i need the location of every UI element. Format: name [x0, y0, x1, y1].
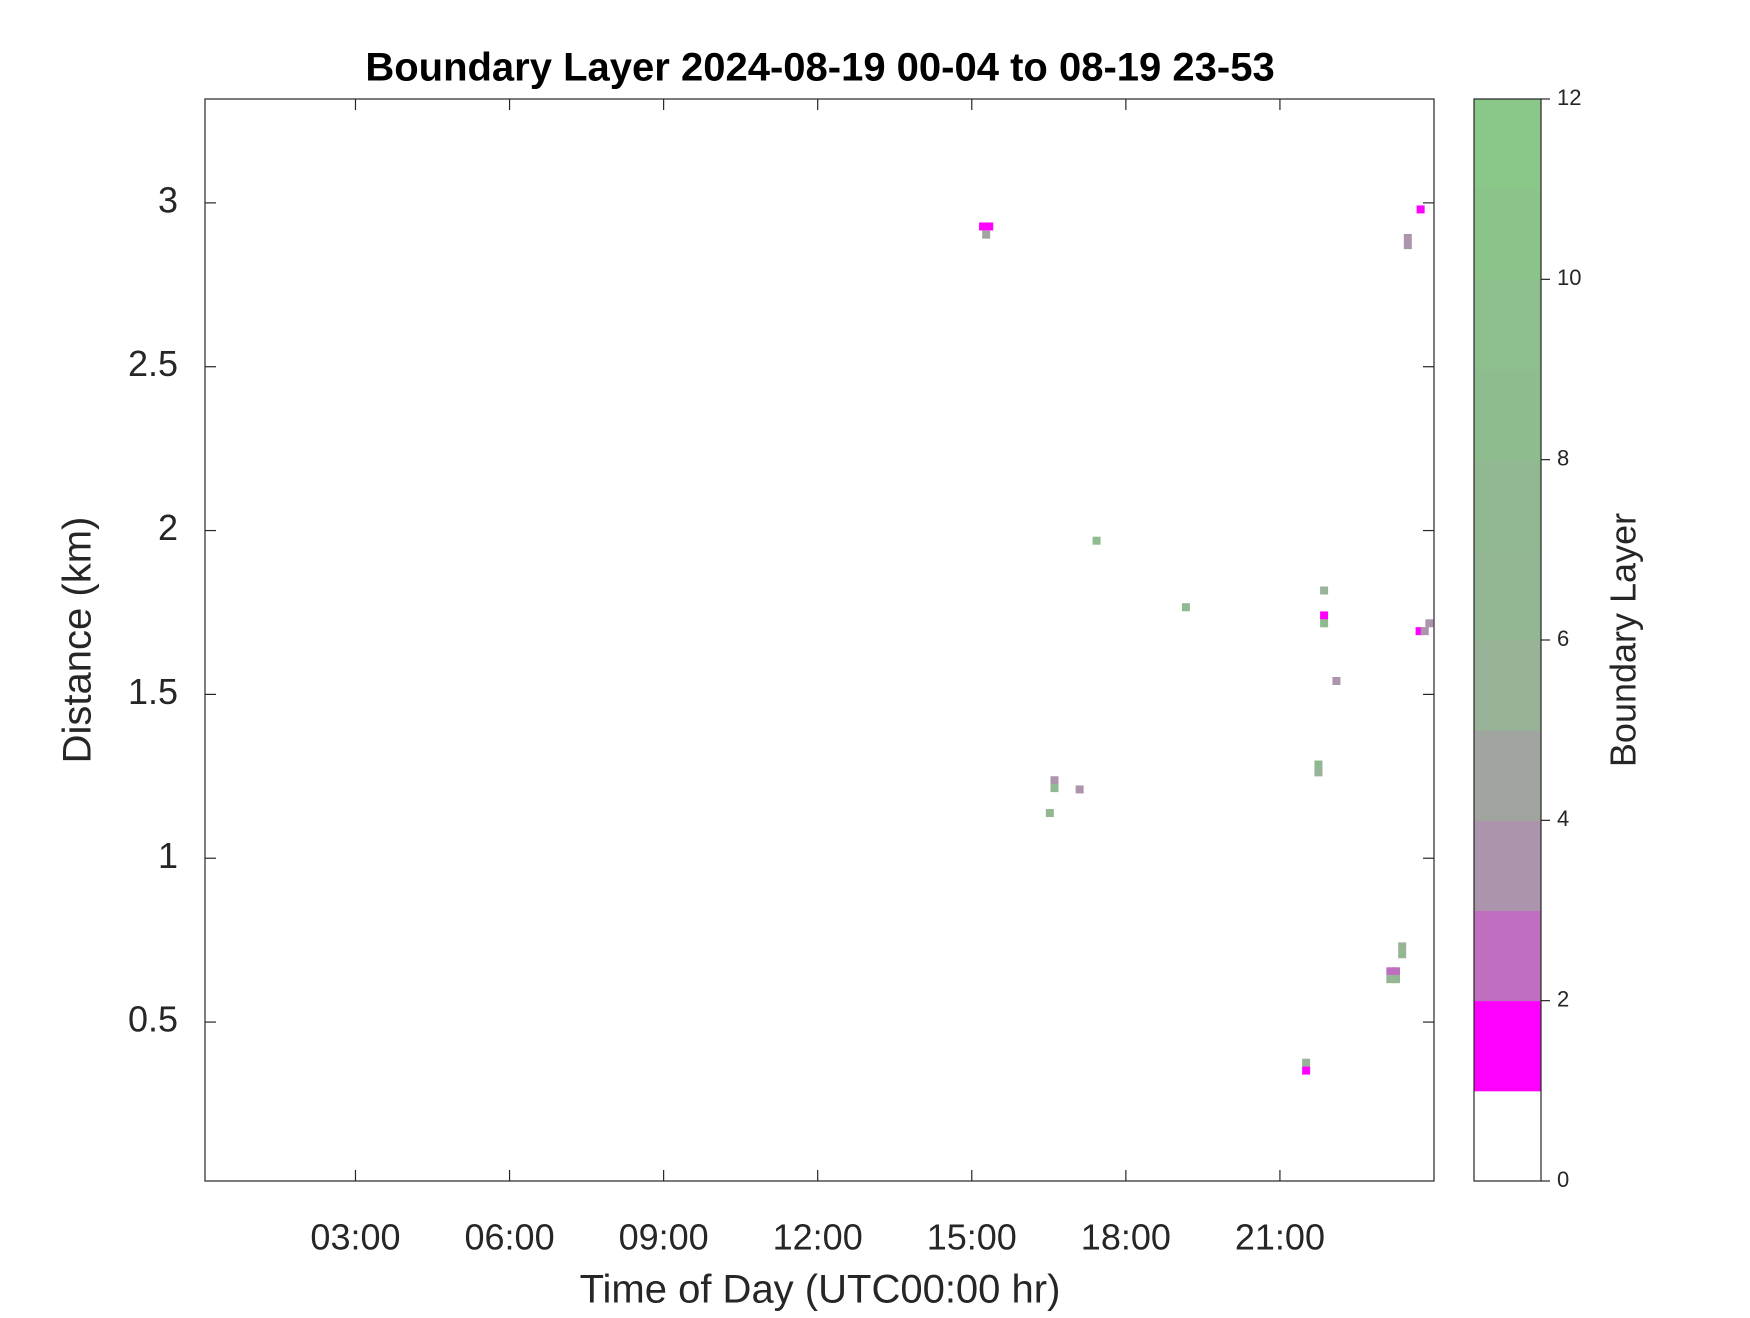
- cell: [1416, 205, 1425, 214]
- y-tick-label: 1.5: [128, 671, 178, 712]
- cell: [985, 222, 994, 231]
- cell: [1391, 975, 1400, 984]
- cell: [982, 230, 991, 239]
- colorbar-label: Boundary Layer: [1603, 513, 1644, 767]
- cell: [1398, 950, 1407, 959]
- cell: [1075, 785, 1084, 794]
- colorbar-tick-label: 12: [1557, 85, 1581, 110]
- colorbar-band: [1474, 549, 1541, 641]
- colorbar-tick-label: 6: [1557, 626, 1569, 651]
- x-tick-label: 21:00: [1235, 1217, 1325, 1258]
- colorbar-band: [1474, 820, 1541, 911]
- cell: [1050, 776, 1059, 785]
- plot-area: [204, 98, 1435, 1182]
- colorbar-band: [1474, 1000, 1541, 1092]
- cell: [1425, 619, 1434, 628]
- x-tick-label: 03:00: [310, 1217, 400, 1258]
- colorbar-band: [1474, 369, 1541, 461]
- cell: [1302, 1066, 1311, 1075]
- cell: [1320, 586, 1329, 595]
- colorbar-tick-label: 0: [1557, 1167, 1569, 1192]
- chart-title: Boundary Layer 2024-08-19 00-04 to 08-19…: [365, 46, 1274, 90]
- colorbar-band: [1474, 1090, 1541, 1182]
- colorbar-band: [1474, 730, 1541, 821]
- cell: [1314, 768, 1323, 777]
- colorbar-band: [1474, 189, 1541, 280]
- cell: [1420, 627, 1429, 636]
- y-axis-label: Distance (km): [56, 517, 100, 764]
- x-axis-label: Time of Day (UTC00:00 hr): [580, 1268, 1061, 1312]
- cell: [979, 222, 988, 231]
- y-tick-label: 2.5: [128, 343, 178, 384]
- cell: [1320, 619, 1329, 628]
- y-tick-label: 0.5: [128, 999, 178, 1040]
- colorbar-band: [1474, 99, 1541, 190]
- cell: [1403, 233, 1412, 242]
- x-tick-label: 18:00: [1081, 1217, 1171, 1258]
- cell: [1332, 676, 1341, 685]
- cell: [1398, 942, 1407, 951]
- cell: [1415, 627, 1424, 636]
- x-tick-label: 06:00: [465, 1217, 555, 1258]
- y-tick-label: 1: [158, 835, 178, 876]
- cell: [1386, 967, 1395, 976]
- cell: [1320, 611, 1329, 620]
- cell: [1391, 967, 1400, 976]
- cell: [1386, 975, 1395, 984]
- y-tick-label: 3: [158, 179, 178, 220]
- cell: [1181, 603, 1190, 612]
- colorbar-band: [1474, 910, 1541, 1002]
- x-tick-label: 09:00: [619, 1217, 709, 1258]
- colorbar-tick-label: 8: [1557, 445, 1569, 470]
- x-tick-label: 15:00: [927, 1217, 1017, 1258]
- colorbar-tick-label: 10: [1557, 265, 1581, 290]
- cell: [1302, 1058, 1311, 1067]
- cell: [1050, 784, 1059, 793]
- colorbar-band: [1474, 279, 1541, 370]
- cell: [1045, 809, 1054, 818]
- colorbar-band: [1474, 640, 1541, 731]
- y-tick-label: 2: [158, 507, 178, 548]
- cell: [1403, 241, 1412, 250]
- colorbar-band: [1474, 459, 1541, 551]
- cell: [1314, 760, 1323, 769]
- x-tick-label: 12:00: [773, 1217, 863, 1258]
- colorbar-tick-label: 2: [1557, 986, 1569, 1011]
- cell: [1092, 536, 1101, 545]
- colorbar-tick-label: 4: [1557, 806, 1569, 831]
